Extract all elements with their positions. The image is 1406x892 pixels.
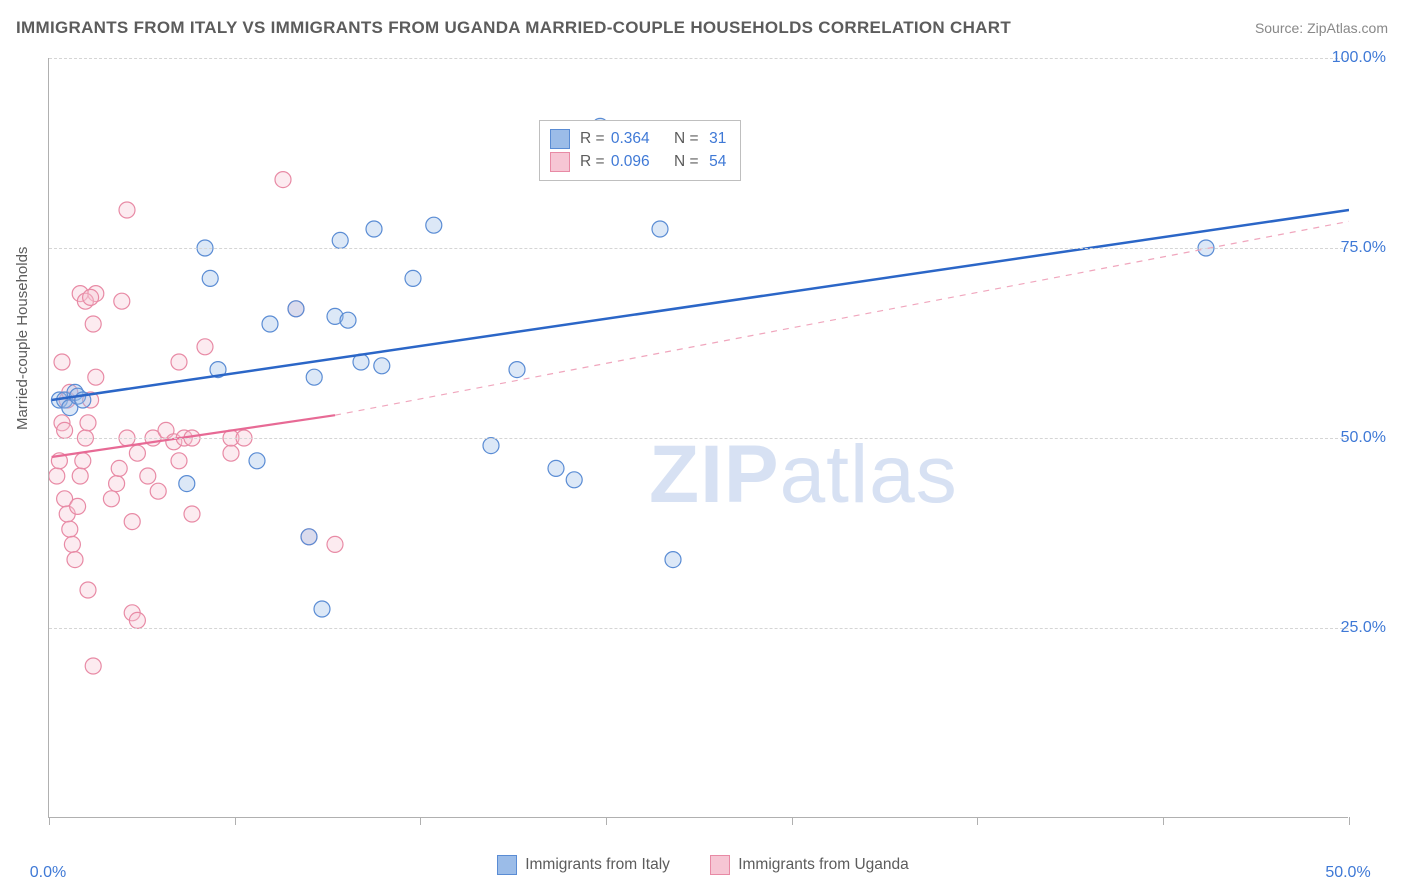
data-point <box>111 460 127 476</box>
data-point <box>129 612 145 628</box>
x-tick <box>235 817 236 825</box>
x-tick <box>49 817 50 825</box>
data-point <box>179 476 195 492</box>
r-label: R = <box>580 153 605 170</box>
data-point <box>49 468 65 484</box>
data-point <box>306 369 322 385</box>
data-point <box>80 415 96 431</box>
data-point <box>150 483 166 499</box>
trend-line <box>52 210 1349 400</box>
x-tick <box>1349 817 1350 825</box>
data-point <box>301 529 317 545</box>
swatch-italy-bottom <box>497 855 517 875</box>
data-point <box>275 172 291 188</box>
swatch-uganda <box>550 152 570 172</box>
data-point <box>332 232 348 248</box>
swatch-uganda-bottom <box>710 855 730 875</box>
data-point <box>171 453 187 469</box>
legend-row-italy: R = 0.364 N = 31 <box>550 127 726 150</box>
data-point <box>566 472 582 488</box>
data-point <box>54 354 70 370</box>
y-tick-label: 75.0% <box>1341 239 1386 257</box>
data-point <box>197 339 213 355</box>
data-point <box>109 476 125 492</box>
data-point <box>62 521 78 537</box>
gridline-h <box>49 58 1348 59</box>
n-value-italy: 31 <box>709 130 726 147</box>
data-point <box>85 658 101 674</box>
r-value-italy: 0.364 <box>611 130 650 147</box>
legend-item-italy: Immigrants from Italy <box>497 855 670 875</box>
x-tick-label: 0.0% <box>30 864 66 882</box>
source-attribution: Source: ZipAtlas.com <box>1255 20 1388 36</box>
data-point <box>262 316 278 332</box>
correlation-legend: R = 0.364 N = 31 R = 0.096 N = 54 <box>539 120 741 181</box>
legend-label-uganda: Immigrants from Uganda <box>738 856 909 874</box>
legend-label-italy: Immigrants from Italy <box>525 856 670 874</box>
data-point <box>75 453 91 469</box>
data-point <box>340 312 356 328</box>
gridline-h <box>49 628 1348 629</box>
data-point <box>374 358 390 374</box>
data-point <box>57 422 73 438</box>
data-point <box>119 202 135 218</box>
data-point <box>223 445 239 461</box>
data-point <box>184 506 200 522</box>
y-tick-label: 100.0% <box>1332 49 1386 67</box>
data-point <box>88 369 104 385</box>
gridline-h <box>49 248 1348 249</box>
source-link[interactable]: ZipAtlas.com <box>1307 20 1388 36</box>
data-point <box>64 536 80 552</box>
data-point <box>103 491 119 507</box>
data-point <box>652 221 668 237</box>
r-value-uganda: 0.096 <box>611 153 650 170</box>
data-point <box>85 316 101 332</box>
legend-row-uganda: R = 0.096 N = 54 <box>550 150 726 173</box>
y-tick-label: 25.0% <box>1341 619 1386 637</box>
data-point <box>327 536 343 552</box>
gridline-h <box>49 438 1348 439</box>
data-point <box>72 468 88 484</box>
data-point <box>67 552 83 568</box>
data-point <box>366 221 382 237</box>
n-label: N = <box>674 130 699 147</box>
data-point <box>249 453 265 469</box>
data-point <box>124 514 140 530</box>
x-tick <box>792 817 793 825</box>
data-point <box>483 438 499 454</box>
data-point <box>509 362 525 378</box>
y-axis-label: Married-couple Households <box>14 247 31 430</box>
data-point <box>129 445 145 461</box>
source-prefix: Source: <box>1255 20 1307 36</box>
chart-title: IMMIGRANTS FROM ITALY VS IMMIGRANTS FROM… <box>16 18 1011 38</box>
x-tick-label: 50.0% <box>1325 864 1370 882</box>
data-point <box>548 460 564 476</box>
series-legend: Immigrants from Italy Immigrants from Ug… <box>0 855 1406 880</box>
data-point <box>202 270 218 286</box>
data-point <box>80 582 96 598</box>
data-point <box>140 468 156 484</box>
x-tick <box>1163 817 1164 825</box>
trend-line <box>335 221 1349 415</box>
swatch-italy <box>550 129 570 149</box>
data-point <box>171 354 187 370</box>
data-point <box>426 217 442 233</box>
r-label: R = <box>580 130 605 147</box>
y-tick-label: 50.0% <box>1341 429 1386 447</box>
chart-plot-area: ZIPatlas R = 0.364 N = 31 R = 0.096 N = … <box>48 58 1348 818</box>
legend-item-uganda: Immigrants from Uganda <box>710 855 909 875</box>
data-point <box>665 552 681 568</box>
x-tick <box>420 817 421 825</box>
data-point <box>405 270 421 286</box>
x-tick <box>977 817 978 825</box>
data-point <box>83 289 99 305</box>
data-point <box>288 301 304 317</box>
n-label: N = <box>674 153 699 170</box>
data-point <box>70 498 86 514</box>
data-point <box>114 293 130 309</box>
x-tick <box>606 817 607 825</box>
data-point <box>314 601 330 617</box>
n-value-uganda: 54 <box>709 153 726 170</box>
